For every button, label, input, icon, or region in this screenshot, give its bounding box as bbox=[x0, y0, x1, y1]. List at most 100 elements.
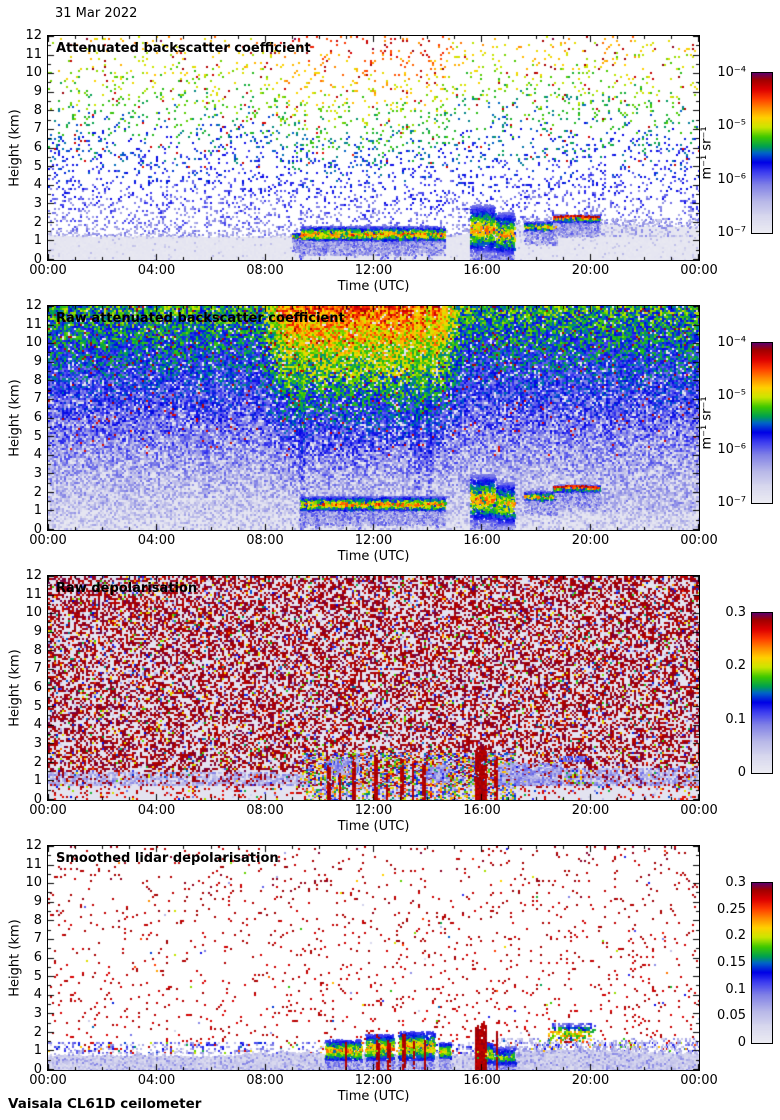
colorbar-tick-label: 10⁻⁶ bbox=[717, 171, 746, 187]
y-tick-label: 4 bbox=[33, 177, 42, 193]
x-tick-label: 00:00 bbox=[680, 803, 718, 818]
colorbar-gradient bbox=[751, 342, 773, 504]
y-tick-label: 6 bbox=[33, 950, 42, 965]
colorbar-tick-label: 0.05 bbox=[717, 1008, 746, 1024]
colorbar-tick-label: 10⁻⁵ bbox=[717, 388, 746, 404]
x-tick-label: 04:00 bbox=[137, 803, 176, 818]
y-tick-label: 11 bbox=[25, 586, 42, 602]
x-tick-label: 00:00 bbox=[29, 263, 67, 278]
x-tick-label: 08:00 bbox=[246, 1073, 284, 1088]
y-tick-label: 0 bbox=[33, 522, 42, 537]
heatmap-canvas bbox=[47, 575, 700, 801]
y-tick-label: 10 bbox=[25, 605, 42, 621]
y-tick-label: 4 bbox=[33, 717, 42, 733]
x-tick-label: 12:00 bbox=[354, 1073, 393, 1088]
colorbar-tick-label: 10⁻⁷ bbox=[717, 495, 746, 510]
y-tick-label: 0 bbox=[33, 792, 42, 807]
x-tick-label: 12:00 bbox=[354, 533, 393, 548]
y-tick-label: 1 bbox=[33, 503, 42, 519]
x-tick-label: 00:00 bbox=[680, 263, 718, 278]
x-tick-label: 08:00 bbox=[246, 263, 284, 278]
instrument-label: Vaisala CL61D ceilometer bbox=[8, 1096, 202, 1112]
panel-title: Smoothed lidar depolarisation bbox=[56, 851, 279, 866]
colorbar-tick-label: 10⁻⁵ bbox=[717, 118, 746, 134]
colorbar-gradient bbox=[751, 612, 773, 774]
colorbar-tick-label: 0.25 bbox=[717, 901, 746, 917]
y-tick-label: 4 bbox=[33, 447, 42, 463]
y-tick-label: 9 bbox=[33, 624, 42, 639]
y-tick-label: 2 bbox=[33, 214, 42, 230]
y-tick-label: 1 bbox=[33, 233, 42, 249]
x-tick-label: 00:00 bbox=[680, 1073, 718, 1088]
y-tick-label: 10 bbox=[25, 335, 42, 351]
y-tick-label: 10 bbox=[25, 65, 42, 81]
y-tick-label: 2 bbox=[33, 1024, 42, 1040]
y-tick-label: 4 bbox=[33, 987, 42, 1003]
date-label: 31 Mar 2022 bbox=[55, 6, 138, 21]
y-tick-label: 9 bbox=[33, 354, 42, 369]
y-tick-label: 7 bbox=[33, 661, 42, 677]
panel-title: Raw depolarisation bbox=[56, 581, 198, 596]
y-tick-label: 8 bbox=[33, 642, 42, 658]
y-tick-label: 7 bbox=[33, 391, 42, 407]
colorbar-tick-label: 0.3 bbox=[725, 875, 746, 890]
y-tick-label: 0 bbox=[33, 252, 42, 267]
colorbar-tick-label: 0.2 bbox=[725, 928, 746, 944]
x-axis-label: Time (UTC) bbox=[337, 279, 410, 294]
x-axis-label: Time (UTC) bbox=[337, 1089, 410, 1104]
y-tick-label: 3 bbox=[33, 736, 42, 751]
heatmap-canvas bbox=[47, 305, 700, 531]
y-tick-label: 0 bbox=[33, 1062, 42, 1077]
panel-raw-attenuated-backscatter: Raw attenuated backscatter coefficient H… bbox=[0, 298, 780, 576]
y-tick-label: 6 bbox=[33, 140, 42, 155]
colorbar-tick-label: 10⁻⁴ bbox=[717, 335, 746, 350]
heatmap-canvas bbox=[47, 845, 700, 1071]
y-tick-label: 9 bbox=[33, 894, 42, 909]
colorbar-tick-label: 0 bbox=[737, 765, 746, 780]
x-tick-label: 20:00 bbox=[571, 263, 610, 278]
y-tick-label: 6 bbox=[33, 680, 42, 695]
y-tick-label: 2 bbox=[33, 754, 42, 770]
x-tick-label: 20:00 bbox=[571, 533, 610, 548]
y-tick-label: 12 bbox=[25, 568, 42, 583]
y-tick-label: 1 bbox=[33, 1043, 42, 1059]
x-tick-label: 16:00 bbox=[463, 263, 501, 278]
x-axis-label: Time (UTC) bbox=[337, 549, 410, 564]
y-tick-label: 9 bbox=[33, 84, 42, 99]
x-tick-label: 00:00 bbox=[29, 1073, 67, 1088]
y-tick-label: 5 bbox=[33, 698, 42, 714]
colorbar-tick-label: 10⁻⁴ bbox=[717, 65, 746, 80]
y-tick-label: 11 bbox=[25, 856, 42, 872]
x-tick-label: 12:00 bbox=[354, 803, 393, 818]
x-axis-label: Time (UTC) bbox=[337, 819, 410, 834]
y-tick-label: 8 bbox=[33, 372, 42, 388]
colorbar-gradient bbox=[751, 882, 773, 1044]
x-tick-label: 16:00 bbox=[463, 533, 501, 548]
x-tick-label: 04:00 bbox=[137, 533, 176, 548]
colorbar-tick-label: 0.1 bbox=[725, 981, 746, 997]
x-tick-label: 20:00 bbox=[571, 803, 610, 818]
colorbar-tick-label: 0 bbox=[737, 1035, 746, 1050]
y-tick-label: 6 bbox=[33, 410, 42, 425]
y-tick-label: 2 bbox=[33, 484, 42, 500]
colorbar-tick-label: 0.1 bbox=[725, 711, 746, 727]
y-tick-label: 5 bbox=[33, 968, 42, 984]
x-tick-label: 00:00 bbox=[29, 533, 67, 548]
y-tick-label: 5 bbox=[33, 158, 42, 174]
y-tick-label: 8 bbox=[33, 102, 42, 118]
y-tick-label: 12 bbox=[25, 298, 42, 313]
y-tick-label: 7 bbox=[33, 121, 42, 137]
colorbar-tick-label: 0.3 bbox=[725, 605, 746, 620]
panel-title: Attenuated backscatter coefficient bbox=[56, 41, 311, 56]
x-tick-label: 04:00 bbox=[137, 1073, 176, 1088]
y-tick-label: 3 bbox=[33, 466, 42, 481]
y-tick-label: 7 bbox=[33, 931, 42, 947]
panel-raw-depolarisation: Raw depolarisation Height (km) Time (UTC… bbox=[0, 568, 780, 846]
x-tick-label: 16:00 bbox=[463, 803, 501, 818]
colorbar-tick-label: 0.15 bbox=[717, 955, 746, 970]
panel-title: Raw attenuated backscatter coefficient bbox=[56, 311, 345, 326]
heatmap-canvas bbox=[47, 35, 700, 261]
y-tick-label: 3 bbox=[33, 196, 42, 211]
x-tick-label: 08:00 bbox=[246, 533, 284, 548]
